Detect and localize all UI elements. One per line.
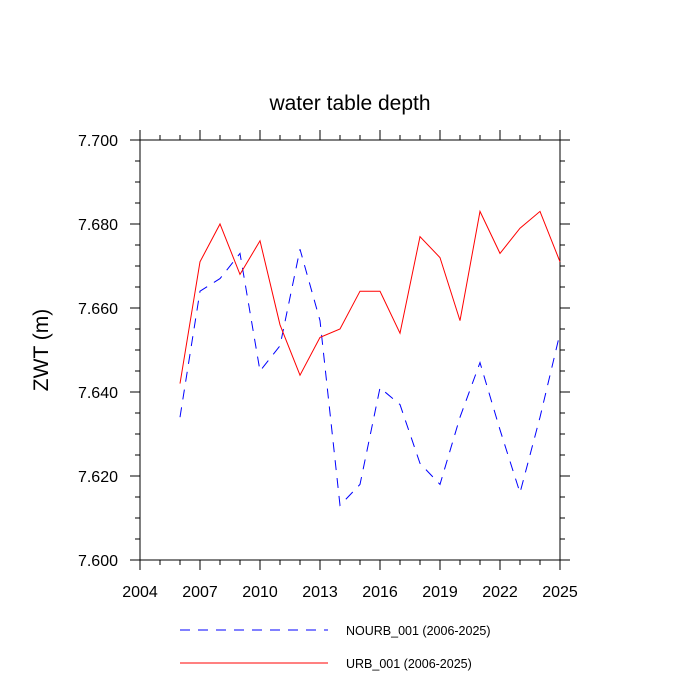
x-tick-label: 2019 bbox=[422, 584, 458, 601]
x-tick-label: 2004 bbox=[122, 584, 158, 601]
y-tick-label: 7.640 bbox=[78, 385, 118, 402]
y-tick-label: 7.600 bbox=[78, 553, 118, 570]
series-layer bbox=[179, 209, 561, 507]
legend-label-urb-001: URB_001 (2006-2025) bbox=[346, 657, 472, 671]
chart-title: water table depth bbox=[268, 92, 430, 115]
x-tick-label: 2022 bbox=[482, 584, 518, 601]
y-axis-ticks: 7.600 7.620 7.640 7.660 7.680 7.700 bbox=[78, 133, 570, 570]
y-tick-label: 7.680 bbox=[78, 217, 118, 234]
y-tick-label: 7.620 bbox=[78, 469, 118, 486]
series-line-nourb-001 bbox=[179, 249, 561, 507]
y-tick-label: 7.700 bbox=[78, 133, 118, 150]
x-tick-label: 2013 bbox=[302, 584, 338, 601]
legend-label-nourb-001: NOURB_001 (2006-2025) bbox=[346, 624, 491, 638]
x-tick-label: 2025 bbox=[542, 584, 578, 601]
x-tick-label: 2007 bbox=[182, 584, 218, 601]
x-axis-ticks: 2004 2007 2010 2013 2016 2019 2022 2025 bbox=[122, 130, 578, 601]
x-tick-label: 2016 bbox=[362, 584, 398, 601]
y-axis-label: ZWT (m) bbox=[30, 309, 53, 391]
y-tick-label: 7.660 bbox=[78, 301, 118, 318]
series-line-urb-001 bbox=[179, 209, 561, 384]
plot-frame bbox=[139, 139, 561, 561]
legend: NOURB_001 (2006-2025) URB_001 (2006-2025) bbox=[180, 624, 491, 671]
x-tick-label: 2010 bbox=[242, 584, 278, 601]
